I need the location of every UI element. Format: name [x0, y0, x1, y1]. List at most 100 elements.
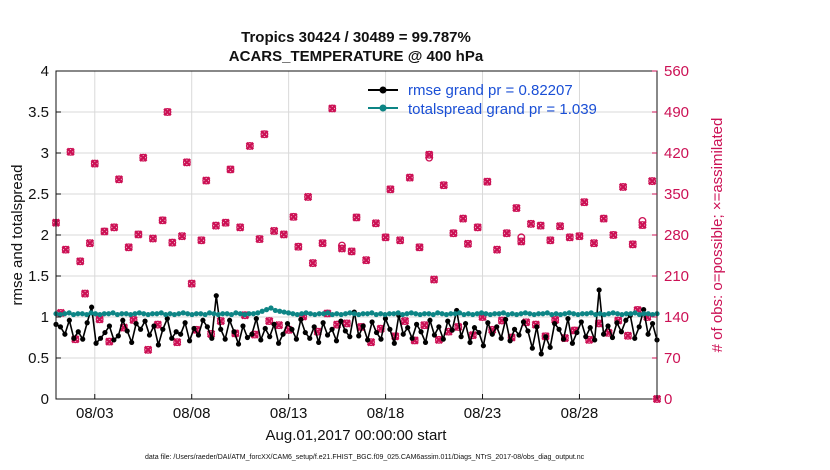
- obs-possible-marker: [182, 158, 191, 167]
- totalspread-point: [448, 311, 454, 317]
- totalspread-point: [123, 311, 129, 317]
- totalspread-point: [645, 311, 651, 317]
- totalspread-point: [535, 311, 542, 317]
- totalspread-point: [290, 311, 296, 317]
- obs-possible-marker: [628, 240, 637, 249]
- obs-possible-marker: [163, 108, 172, 116]
- rmse-point: [587, 325, 593, 331]
- obs-possible-marker: [590, 239, 598, 248]
- totalspread-point: [509, 311, 515, 317]
- obs-possible-marker: [556, 222, 565, 231]
- rmse-point: [275, 340, 282, 346]
- rmse-point: [244, 334, 251, 341]
- totalspread-point: [294, 311, 300, 318]
- obs-possible-marker: [493, 245, 502, 254]
- rmse-point: [543, 334, 549, 340]
- totalspread-point: [66, 310, 72, 316]
- x-axis-label: Aug.01,2017 00:00:00 start: [266, 427, 448, 444]
- totalspread-point: [527, 311, 533, 317]
- totalspread-point: [351, 311, 357, 317]
- rmse-point: [418, 329, 424, 335]
- obs-possible-marker: [512, 204, 521, 213]
- obs-assimilated-marker: [318, 239, 327, 248]
- obs-possible-marker: [211, 221, 220, 230]
- right-tick-label: 420: [664, 145, 689, 162]
- rmse-point: [253, 316, 259, 322]
- totalspread-point: [334, 311, 340, 317]
- totalspread-point: [557, 311, 564, 318]
- obs-possible-marker: [76, 257, 85, 266]
- rmse-point: [115, 333, 121, 339]
- rmse-point: [227, 317, 233, 323]
- totalspread-point: [92, 311, 99, 317]
- rmse-point: [578, 319, 584, 325]
- rmse-point: [503, 316, 509, 323]
- rmse-point: [200, 317, 206, 323]
- rmse-point: [302, 329, 308, 336]
- totalspread-point: [443, 311, 450, 318]
- rmse-point: [641, 307, 647, 313]
- totalspread-point: [601, 311, 607, 318]
- rmse-point: [458, 334, 464, 340]
- obs-assimilated-marker: [158, 216, 167, 225]
- right-axis-ticks: 0 70 140 210 280 350 420 490 560: [652, 63, 689, 408]
- obs-possible-marker: [565, 233, 574, 242]
- rmse-point: [462, 320, 469, 327]
- rmse-point: [422, 339, 429, 346]
- rmse-point: [342, 328, 348, 334]
- rmse-point: [57, 324, 64, 330]
- totalspread-point: [320, 311, 327, 317]
- obs-assimilated-marker: [80, 289, 90, 298]
- obs-possible-marker: [115, 175, 123, 184]
- obs-possible-marker: [352, 213, 361, 222]
- right-tick-label: 280: [664, 227, 689, 244]
- rmse-point: [80, 336, 86, 342]
- rmse-point: [507, 338, 513, 344]
- totalspread-point: [553, 311, 559, 317]
- totalspread-point: [571, 311, 577, 317]
- totalspread-point: [220, 311, 226, 317]
- totalspread-point: [325, 310, 331, 316]
- totalspread-point: [338, 311, 344, 318]
- rmse-point: [129, 339, 135, 346]
- totalspread-point: [487, 311, 493, 318]
- rmse-point: [311, 324, 317, 330]
- rmse-point: [169, 335, 175, 341]
- totalspread-point: [237, 311, 243, 317]
- obs-possible-marker: [430, 275, 438, 284]
- totalspread-point: [514, 311, 520, 318]
- obs-assimilated-marker: [221, 218, 230, 227]
- totalspread-point: [474, 311, 480, 317]
- rmse-point: [547, 344, 553, 350]
- obs-assimilated-marker: [173, 338, 182, 347]
- rmse-point: [485, 320, 491, 326]
- rmse-point: [209, 335, 215, 341]
- rmse-point: [440, 336, 446, 342]
- obs-possible-marker: [187, 279, 196, 288]
- obs-assimilated-marker: [352, 213, 361, 222]
- totalspread-point: [373, 311, 379, 318]
- obs-possible-marker: [90, 159, 99, 168]
- rmse-point: [333, 338, 340, 344]
- rmse-point: [614, 320, 620, 326]
- obs-assimilated-marker: [458, 214, 468, 223]
- totalspread-point: [185, 311, 191, 317]
- obs-possible-marker: [260, 130, 269, 139]
- totalspread-point: [215, 311, 221, 318]
- rmse-point: [75, 329, 81, 335]
- obs-assimilated-marker: [526, 219, 536, 229]
- rmse-point: [191, 325, 197, 332]
- totalspread-point: [119, 311, 125, 317]
- rmse-point: [66, 317, 72, 323]
- totalspread-point: [540, 311, 546, 317]
- totalspread-point: [303, 310, 309, 316]
- rmse-point: [133, 320, 139, 327]
- obs-possible-marker: [134, 230, 143, 239]
- obs-possible-marker: [464, 239, 472, 248]
- obs-possible-marker: [124, 243, 133, 252]
- rmse-point: [569, 340, 576, 346]
- obs-possible-marker: [517, 233, 526, 242]
- rmse-point: [84, 320, 90, 326]
- x-tick-label: 08/23: [464, 405, 502, 422]
- obs-assimilated-marker: [90, 159, 99, 168]
